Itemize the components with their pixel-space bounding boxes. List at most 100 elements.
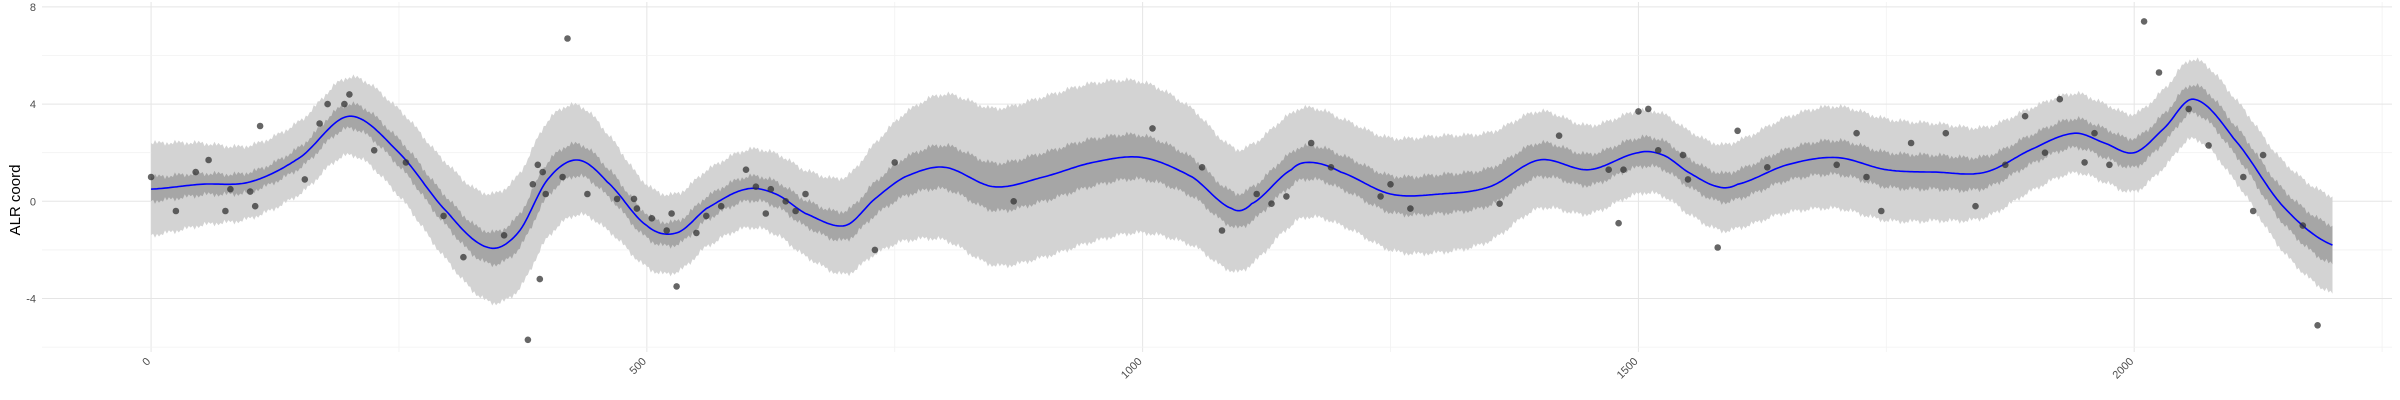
data-point <box>1149 125 1156 132</box>
data-point <box>402 159 410 166</box>
data-point <box>2081 159 2088 166</box>
y-tick-label: -4 <box>26 294 36 306</box>
data-point <box>2205 142 2212 149</box>
data-point <box>1496 200 1503 207</box>
data-point <box>1635 108 1642 115</box>
data-point <box>500 232 508 239</box>
x-axis-ticks: 0 500 1000 1500 2000 <box>140 356 2136 382</box>
data-point <box>2106 161 2113 169</box>
data-point <box>663 227 670 234</box>
data-point <box>762 210 770 217</box>
data-point <box>1198 164 1206 171</box>
data-point <box>1714 244 1721 251</box>
data-point <box>767 185 775 193</box>
data-point <box>2091 129 2098 137</box>
data-point <box>668 210 675 217</box>
data-point <box>1555 132 1563 139</box>
y-axis-title: ALR coord <box>7 165 24 236</box>
data-point <box>648 215 656 222</box>
data-point <box>2140 18 2148 25</box>
data-point <box>2185 105 2192 113</box>
data-point <box>147 173 155 181</box>
data-point <box>1863 173 1870 181</box>
data-point <box>341 100 348 108</box>
data-point <box>227 185 234 193</box>
data-point <box>536 275 544 283</box>
data-point <box>2056 95 2064 103</box>
data-point <box>1615 219 1622 227</box>
data-point <box>1654 147 1662 154</box>
y-tick-label: 0 <box>30 196 36 208</box>
data-point <box>584 190 591 198</box>
data-point <box>1907 139 1915 147</box>
data-point <box>1327 164 1335 171</box>
data-point <box>370 147 378 154</box>
data-point <box>542 190 549 198</box>
data-point <box>630 195 638 203</box>
data-point <box>693 229 700 237</box>
data-point <box>1853 129 1860 137</box>
data-point <box>192 168 199 176</box>
data-point <box>256 122 264 130</box>
data-point <box>1377 193 1384 200</box>
data-point <box>251 202 259 210</box>
data-point <box>529 181 537 188</box>
data-point <box>539 168 546 176</box>
data-point <box>2021 112 2029 120</box>
data-point <box>346 91 353 98</box>
data-point <box>1972 202 1979 210</box>
data-point <box>871 246 879 254</box>
data-point <box>742 166 750 173</box>
data-point <box>1764 164 1771 171</box>
data-point <box>1407 205 1414 212</box>
data-point <box>1942 129 1950 137</box>
data-point <box>564 35 571 42</box>
x-tick-label: 2000 <box>2111 356 2137 382</box>
data-point <box>717 202 725 210</box>
data-point <box>1253 190 1260 198</box>
data-point <box>703 212 710 220</box>
data-point <box>1010 198 1017 205</box>
data-point <box>2002 161 2009 169</box>
data-point <box>2041 149 2049 156</box>
y-axis-ticks: -4 0 4 8 <box>26 2 36 306</box>
data-point <box>1387 181 1394 188</box>
data-point <box>782 198 789 205</box>
data-point <box>752 183 760 190</box>
data-point <box>2240 173 2247 181</box>
data-point <box>2299 222 2307 229</box>
data-point <box>802 190 809 198</box>
data-point <box>633 205 641 212</box>
data-point <box>1268 200 1275 207</box>
data-point <box>1307 139 1315 147</box>
data-point <box>613 195 621 203</box>
data-point <box>673 283 680 290</box>
data-point <box>1218 227 1226 234</box>
data-point <box>1878 207 1885 215</box>
data-point <box>1283 193 1290 200</box>
data-point <box>460 253 467 261</box>
inner-confidence-band <box>151 83 2333 268</box>
data-point <box>2259 151 2267 159</box>
fitted-line-layer <box>151 98 2333 250</box>
outer-band-area <box>151 57 2333 306</box>
x-tick-label: 0 <box>140 356 153 369</box>
outer-confidence-band <box>151 57 2333 306</box>
x-tick-label: 1500 <box>1615 356 1641 382</box>
data-point <box>2314 322 2321 329</box>
data-point <box>324 100 331 108</box>
data-point <box>316 120 323 127</box>
data-point <box>1605 166 1612 173</box>
data-point <box>301 176 309 183</box>
data-point <box>1645 105 1652 113</box>
data-point <box>792 207 799 215</box>
x-tick-label: 1000 <box>1119 356 1145 382</box>
data-point <box>534 161 542 169</box>
data-point <box>524 336 532 344</box>
x-tick-label: 500 <box>628 356 649 377</box>
y-tick-label: 4 <box>30 99 36 111</box>
data-point <box>1684 176 1692 183</box>
data-point <box>1620 166 1627 173</box>
